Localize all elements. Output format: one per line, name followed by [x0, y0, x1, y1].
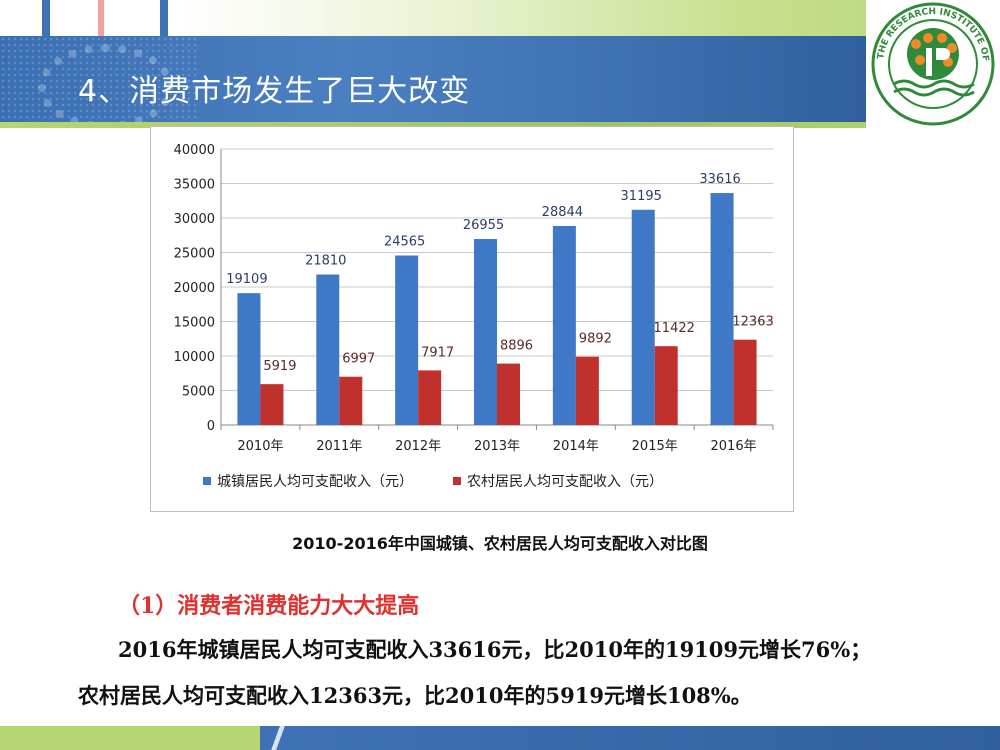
- x-tick-label: 2014年: [553, 439, 599, 454]
- bottom-band-stripe: [258, 726, 298, 750]
- legend-item-rural: 农村居民人均可支配收入（元）: [453, 471, 663, 491]
- top-decor-bar: [98, 0, 104, 36]
- data-label-rural: 11422: [654, 321, 695, 336]
- data-label-urban: 33616: [699, 172, 740, 187]
- bar-urban: [710, 193, 734, 425]
- chart-caption: 2010-2016年中国城镇、农村居民人均可支配收入对比图: [292, 534, 708, 553]
- body-text-urban: 2016年城镇居民人均可支配收入33616元，比2010年的19109元增长76…: [118, 637, 872, 662]
- data-label-rural: 7917: [421, 345, 454, 360]
- y-tick-label: 30000: [174, 212, 215, 227]
- bar-urban: [631, 209, 655, 425]
- bar-urban: [552, 225, 576, 425]
- title-underline: [0, 122, 1000, 128]
- y-tick-label: 0: [207, 419, 215, 434]
- legend-item-urban: 城镇居民人均可支配收入（元）: [203, 471, 413, 491]
- bar-rural: [575, 356, 599, 425]
- data-label-urban: 31195: [621, 189, 662, 204]
- x-tick-label: 2013年: [474, 439, 520, 454]
- bar-rural: [339, 376, 363, 425]
- top-decor-strip: [0, 0, 1000, 36]
- y-tick-label: 5000: [182, 385, 215, 400]
- data-label-urban: 24565: [384, 235, 425, 250]
- data-label-urban: 28844: [542, 205, 583, 220]
- chart-legend: 城镇居民人均可支配收入（元） 农村居民人均可支配收入（元）: [203, 471, 663, 491]
- legend-swatch-urban: [203, 477, 211, 485]
- bar-rural: [497, 363, 520, 425]
- bar-urban: [474, 239, 497, 425]
- y-tick-label: 20000: [174, 281, 215, 296]
- data-label-urban: 26955: [463, 218, 504, 233]
- x-tick-label: 2010年: [237, 439, 283, 454]
- bar-rural: [654, 346, 678, 425]
- legend-label-rural: 农村居民人均可支配收入（元）: [467, 474, 663, 490]
- data-label-rural: 8896: [500, 339, 533, 354]
- bar-rural: [260, 384, 284, 425]
- data-label-rural: 6997: [342, 352, 375, 367]
- bar-urban: [237, 293, 261, 425]
- logo-container: THE RESEARCH INSTITUTE OF POMOLOGY CAAS: [862, 0, 1000, 128]
- top-decor-bar: [42, 0, 50, 36]
- top-decor-bar: [160, 0, 168, 36]
- x-tick-label: 2012年: [395, 439, 441, 454]
- y-tick-label: 40000: [174, 143, 215, 158]
- y-tick-label: 25000: [174, 247, 215, 262]
- legend-label-urban: 城镇居民人均可支配收入（元）: [217, 474, 413, 490]
- data-label-urban: 21810: [305, 254, 346, 269]
- chart-frame: 0 5000 10000 15000 20000 25000 30000 35000 40000…: [150, 126, 794, 512]
- data-label-rural: 12363: [732, 315, 773, 330]
- y-tick-label: 35000: [174, 178, 215, 193]
- x-tick-label: 2015年: [632, 439, 678, 454]
- pomology-institute-logo-icon: THE RESEARCH INSTITUTE OF POMOLOGY CAAS: [862, 0, 995, 126]
- data-label-rural: 9892: [579, 332, 612, 347]
- y-tick-label: 10000: [174, 350, 215, 365]
- data-label-rural: 5919: [263, 359, 296, 374]
- bar-rural: [733, 339, 757, 425]
- data-label-urban: 19109: [226, 272, 267, 287]
- body-text-rural: 农村居民人均可支配收入12363元，比2010年的5919元增长108%。: [78, 683, 752, 708]
- bottom-band: [0, 726, 1000, 750]
- bar-urban: [316, 274, 340, 425]
- slide-title: 4、消费市场发生了巨大改变: [78, 74, 471, 109]
- income-bar-chart: 0 5000 10000 15000 20000 25000 30000 35000 40000…: [174, 143, 774, 454]
- legend-swatch-rural: [453, 477, 461, 485]
- bar-rural: [418, 370, 442, 425]
- x-tick-label: 2016年: [711, 439, 757, 454]
- bar-urban: [395, 255, 419, 425]
- point-title: （1）消费者消费能力大大提高: [118, 593, 420, 619]
- x-tick-label: 2011年: [316, 439, 362, 454]
- y-tick-label: 15000: [174, 316, 215, 331]
